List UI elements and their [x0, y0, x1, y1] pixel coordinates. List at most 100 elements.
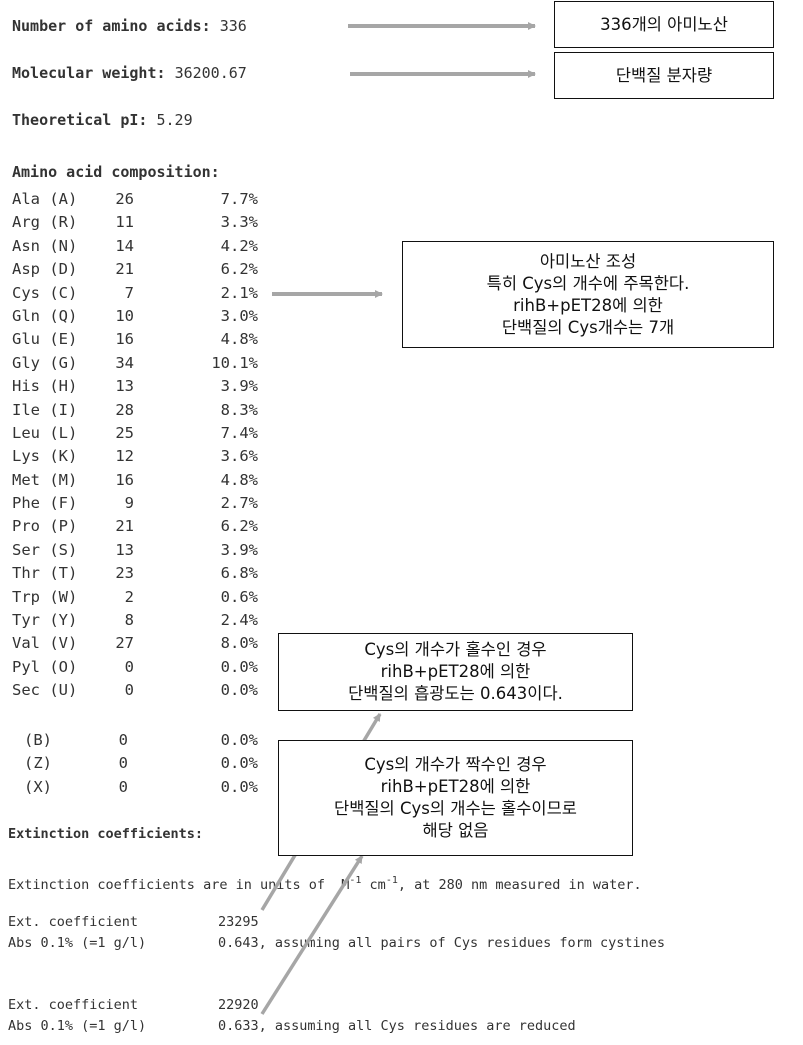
ext-coefficient-2: Ext. coefficient 22920 [8, 997, 259, 1013]
extinction-title: Extinction coefficients: [8, 826, 204, 842]
amino-acid-percent: 0.6% [220, 587, 258, 606]
amino-acid-row: Gln (Q) 10 3.0% [12, 305, 258, 328]
amino-acid-row: Ala (A) 26 7.7% [12, 188, 258, 211]
amino-acid-count: 21 [115, 260, 134, 279]
amino-acid-row: Ser (S) 13 3.9% [12, 539, 258, 562]
amino-acid-percent: 2.4% [220, 611, 258, 630]
amino-acid-row: (B) 0 0.0% [24, 729, 258, 752]
amino-acid-count: 0 [118, 777, 128, 796]
amino-acid-count: 10 [115, 306, 134, 325]
theoretical-pi-line: Theoretical pI: 5.29 [12, 111, 193, 129]
amino-acid-count: 13 [115, 540, 134, 559]
amino-acid-percent: 6.2% [220, 260, 258, 279]
composition-title: Amino acid composition: [12, 163, 220, 181]
amino-acid-count: 8 [124, 611, 134, 630]
amino-acid-row: (Z) 0 0.0% [24, 752, 258, 775]
amino-acid-percent: 4.8% [220, 470, 258, 489]
amino-acid-row: Asn (N) 14 4.2% [12, 235, 258, 258]
amino-acid-row: Tyr (Y) 8 2.4% [12, 609, 258, 632]
amino-acid-percent: 0.0% [220, 754, 258, 773]
amino-acid-percent: 0.0% [220, 681, 258, 700]
amino-acid-extra-table: (B) 0 0.0% (Z) 0 0.0% (X) 0 0.0% [24, 729, 258, 799]
amino-acid-name: Gln (Q) [12, 306, 78, 325]
amino-acid-name: Ile (I) [12, 400, 78, 419]
amino-acid-count: 0 [118, 754, 128, 773]
annotation-box-odd-cys: Cys의 개수가 홀수인 경우 rihB+pET28에 의한 단백질의 흡광도는… [278, 633, 633, 711]
amino-acid-row: Ile (I) 28 8.3% [12, 399, 258, 422]
amino-acid-row: (X) 0 0.0% [24, 776, 258, 799]
molecular-weight-value: 36200.67 [174, 64, 247, 82]
amino-acid-count: 14 [115, 236, 134, 255]
amino-acid-count: 27 [115, 634, 134, 653]
amino-acid-name: Sec (U) [12, 681, 78, 700]
num-amino-acids-label: Number of amino acids: [12, 17, 211, 35]
amino-acid-row: Cys (C) 7 2.1% [12, 282, 258, 305]
amino-acid-count: 34 [115, 353, 134, 372]
amino-acid-percent: 3.9% [220, 540, 258, 559]
amino-acid-name: Lys (K) [12, 447, 78, 466]
amino-acid-count: 16 [115, 470, 134, 489]
amino-acid-percent: 2.1% [220, 283, 258, 302]
amino-acid-count: 7 [124, 283, 134, 302]
amino-acid-table: Ala (A) 26 7.7% Arg (R) 11 3.3% Asn (N) 14 4.2% A… [12, 188, 258, 703]
amino-acid-percent: 4.8% [220, 330, 258, 349]
amino-acid-percent: 8.3% [220, 400, 258, 419]
amino-acid-row: Asp (D) 21 6.2% [12, 258, 258, 281]
amino-acid-name: Trp (W) [12, 587, 78, 606]
amino-acid-percent: 2.7% [220, 494, 258, 513]
abs-line-2: Abs 0.1% (=1 g/l) 0.633, assuming all Cys… [8, 1018, 576, 1034]
amino-acid-row: Gly (G) 34 10.1% [12, 352, 258, 375]
amino-acid-percent: 3.6% [220, 447, 258, 466]
amino-acid-percent: 10.1% [211, 353, 258, 372]
amino-acid-count: 16 [115, 330, 134, 349]
amino-acid-name: Pro (P) [12, 517, 78, 536]
amino-acid-name: Ser (S) [12, 540, 78, 559]
amino-acid-name: (X) [24, 777, 52, 796]
amino-acid-percent: 3.3% [220, 213, 258, 232]
amino-acid-row: Sec (U) 0 0.0% [12, 679, 258, 702]
amino-acid-name: Glu (E) [12, 330, 78, 349]
amino-acid-name: Gly (G) [12, 353, 78, 372]
theoretical-pi-label: Theoretical pI: [12, 111, 148, 129]
amino-acid-row: Arg (R) 11 3.3% [12, 211, 258, 234]
molecular-weight-line: Molecular weight: 36200.67 [12, 64, 247, 82]
amino-acid-name: Ala (A) [12, 190, 78, 208]
amino-acid-row: Met (M) 16 4.8% [12, 469, 258, 492]
molecular-weight-label: Molecular weight: [12, 64, 166, 82]
amino-acid-count: 0 [124, 681, 134, 700]
theoretical-pi-value: 5.29 [156, 111, 193, 129]
amino-acid-name: Phe (F) [12, 494, 78, 513]
amino-acid-row: Lys (K) 12 3.6% [12, 445, 258, 468]
num-amino-acids-value: 336 [219, 17, 247, 35]
amino-acid-percent: 6.8% [220, 564, 258, 583]
annotation-box-amino-count: 336개의 아미노산 [554, 1, 774, 48]
amino-acid-row: Trp (W) 2 0.6% [12, 586, 258, 609]
amino-acid-name: Thr (T) [12, 564, 78, 583]
amino-acid-name: Tyr (Y) [12, 611, 78, 630]
amino-acid-name: Arg (R) [12, 213, 78, 232]
amino-acid-count: 28 [115, 400, 134, 419]
amino-acid-count: 0 [118, 731, 128, 749]
amino-acid-count: 2 [124, 587, 134, 606]
amino-acid-percent: 7.4% [220, 423, 258, 442]
amino-acid-name: (Z) [24, 754, 52, 773]
amino-acid-row: Pyl (O) 0 0.0% [12, 656, 258, 679]
amino-acid-name: Met (M) [12, 470, 78, 489]
amino-acid-percent: 0.0% [220, 731, 258, 749]
amino-acid-count: 26 [115, 190, 134, 208]
amino-acid-name: Pyl (O) [12, 657, 78, 676]
amino-acid-row: Leu (L) 25 7.4% [12, 422, 258, 445]
amino-acid-percent: 6.2% [220, 517, 258, 536]
amino-acid-row: His (H) 13 3.9% [12, 375, 258, 398]
amino-acid-percent: 7.7% [220, 190, 258, 208]
amino-acid-percent: 0.0% [220, 777, 258, 796]
amino-acid-name: Asn (N) [12, 236, 78, 255]
annotation-box-even-cys: Cys의 개수가 짝수인 경우 rihB+pET28에 의한 단백질의 Cys의… [278, 740, 633, 856]
extinction-units-line: Extinction coefficients are in units of … [8, 875, 642, 893]
amino-acid-name: His (H) [12, 377, 78, 396]
amino-acid-percent: 3.9% [220, 377, 258, 396]
amino-acid-name: Val (V) [12, 634, 78, 653]
amino-acid-count: 23 [115, 564, 134, 583]
amino-acid-percent: 8.0% [220, 634, 258, 653]
amino-acid-row: Thr (T) 23 6.8% [12, 562, 258, 585]
